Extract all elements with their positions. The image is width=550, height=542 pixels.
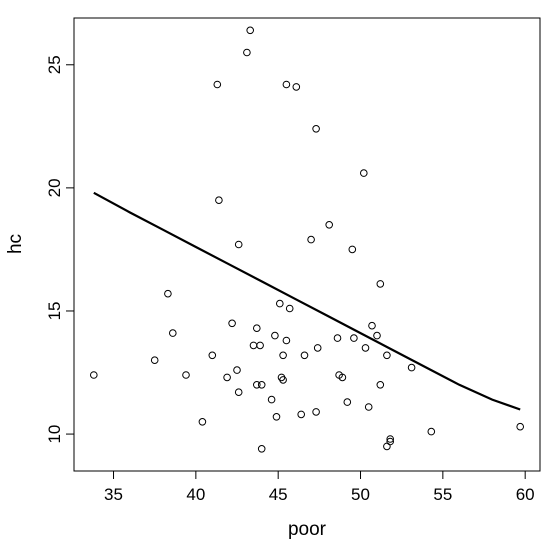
data-point <box>215 196 223 204</box>
y-tick-label: 25 <box>45 55 64 74</box>
data-point <box>223 373 231 382</box>
y-axis-title: hc <box>5 234 26 254</box>
data-point <box>350 334 358 342</box>
data-point <box>257 381 266 389</box>
data-point <box>285 304 294 313</box>
x-axis: 35 40 45 50 55 60 <box>104 471 535 504</box>
data-point <box>297 410 306 419</box>
data-point <box>243 48 251 57</box>
data-point <box>252 381 261 389</box>
data-point <box>312 408 320 416</box>
data-point <box>376 381 385 389</box>
data-point <box>198 418 207 426</box>
data-point <box>348 245 357 254</box>
data-point <box>407 363 416 372</box>
data-point <box>169 329 177 337</box>
data-point <box>383 442 391 451</box>
data-point <box>282 336 291 345</box>
data-point <box>282 80 291 89</box>
data-point <box>279 376 287 384</box>
x-axis-title: poor <box>288 519 327 540</box>
data-point <box>272 413 281 421</box>
data-point <box>376 280 385 288</box>
data-point <box>279 351 287 360</box>
x-tick-label: 35 <box>104 485 123 504</box>
x-tick-label: 45 <box>269 485 288 504</box>
data-point <box>150 356 159 365</box>
data-point <box>252 324 261 333</box>
data-point <box>246 26 254 35</box>
data-point <box>325 221 334 229</box>
data-point <box>386 437 395 446</box>
data-point <box>368 321 376 330</box>
data-point <box>300 351 309 360</box>
data-point <box>234 240 243 249</box>
data-point <box>271 331 279 340</box>
data-point <box>182 371 190 379</box>
data-point <box>249 341 258 350</box>
y-tick-label: 10 <box>45 425 64 444</box>
data-point <box>338 373 347 382</box>
data-point <box>233 366 241 374</box>
data-point <box>386 435 395 443</box>
data-point <box>307 235 315 244</box>
data-point <box>343 398 352 406</box>
data-point <box>383 351 391 360</box>
data-point <box>373 331 381 340</box>
data-point <box>361 344 370 352</box>
data-point <box>360 169 368 177</box>
data-point <box>213 80 222 89</box>
data-point <box>312 125 320 133</box>
data-point <box>228 319 236 328</box>
data-point <box>234 388 243 397</box>
plot-frame <box>73 17 541 472</box>
data-point <box>208 351 217 360</box>
data-point <box>256 341 264 350</box>
data-point <box>267 395 276 404</box>
x-tick-label: 50 <box>351 485 370 504</box>
data-point <box>516 422 525 431</box>
x-tick-label: 55 <box>433 485 452 504</box>
data-point <box>333 334 342 342</box>
y-tick-label: 20 <box>45 178 64 197</box>
scatter-points <box>90 26 525 453</box>
data-point <box>164 289 172 298</box>
y-tick-label: 15 <box>45 302 64 321</box>
fit-curve <box>93 191 521 411</box>
data-point <box>427 427 436 436</box>
data-point <box>313 344 322 352</box>
data-point <box>90 371 98 379</box>
data-point <box>276 299 284 308</box>
data-point <box>292 83 301 91</box>
x-tick-label: 60 <box>516 485 535 504</box>
data-point <box>257 445 266 453</box>
x-tick-label: 40 <box>186 485 205 504</box>
data-point <box>364 403 373 411</box>
y-axis: 10 15 20 25 <box>45 55 74 444</box>
